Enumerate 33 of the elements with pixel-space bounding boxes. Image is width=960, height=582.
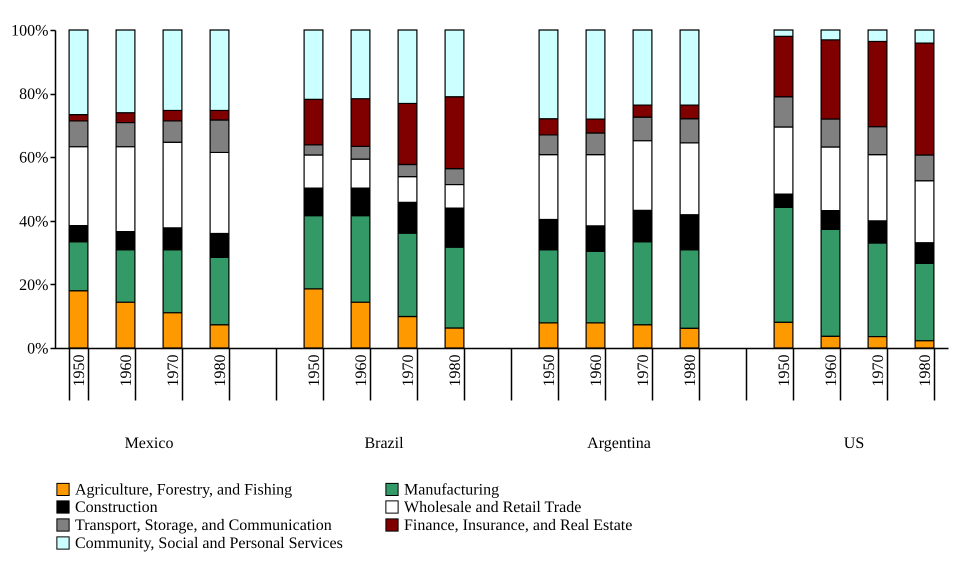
x-tick-label: 1950 — [776, 354, 793, 386]
x-tick-label: 1970 — [165, 354, 182, 386]
x-tick-label: 1960 — [588, 354, 605, 386]
y-tick-label: 60% — [19, 150, 48, 167]
legend-label: Transport, Storage, and Communication — [75, 517, 332, 534]
x-tick-label: 1980 — [682, 354, 699, 386]
x-tick-label: 1970 — [635, 354, 652, 386]
text: US — [844, 435, 864, 452]
x-tick-label: 1950 — [71, 354, 88, 386]
y-tick-label: 0% — [27, 340, 48, 358]
x-tick-label: 1960 — [353, 354, 370, 386]
legend-label: Construction — [75, 499, 158, 516]
legend-label: Community, Social and Personal Services — [75, 535, 343, 552]
text: Argentina — [587, 435, 651, 452]
y-tick-label: 20% — [19, 276, 48, 294]
y-tick-label: 40% — [19, 213, 48, 230]
x-tick-label: 1970 — [870, 354, 887, 386]
x-tick-label: 1980 — [447, 354, 464, 386]
y-tick-label: 80% — [19, 86, 48, 104]
legend-label: Wholesale and Retail Trade — [404, 499, 582, 516]
x-tick-label: 1960 — [118, 354, 135, 386]
legend-label: Manufacturing — [404, 481, 500, 498]
text: Mexico — [124, 435, 174, 452]
x-tick-label: 1980 — [917, 354, 934, 386]
text: Brazil — [364, 435, 404, 452]
x-tick-label: 1980 — [212, 354, 229, 386]
x-tick-label: 1950 — [541, 354, 558, 386]
x-tick-label: 1960 — [823, 354, 840, 386]
x-tick-label: 1970 — [400, 354, 417, 386]
y-tick-label: 100% — [11, 22, 48, 40]
legend-label: Finance, Insurance, and Real Estate — [404, 517, 632, 534]
x-tick-label: 1950 — [306, 354, 323, 386]
legend-label: Agriculture, Forestry, and Fishing — [75, 481, 292, 498]
